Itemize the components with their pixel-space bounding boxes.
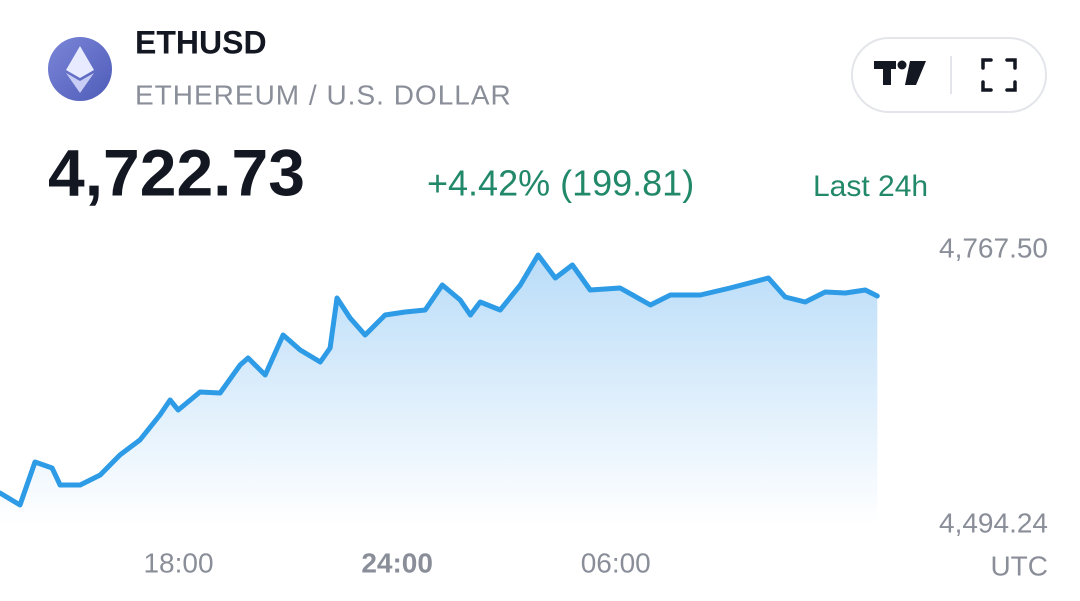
- toolbar-frame: [851, 37, 1047, 113]
- timezone-label: UTC: [990, 550, 1048, 581]
- y-tick-label: 4,494.24: [939, 507, 1048, 538]
- price-change: +4.42% (199.81): [427, 163, 694, 204]
- tv-logo-v: [905, 61, 926, 85]
- price: 4,722.73: [48, 135, 305, 209]
- toolbar: [851, 37, 1047, 113]
- change-period: Last 24h: [813, 170, 928, 203]
- x-tick-label: 06:00: [581, 547, 651, 578]
- tradingview-button[interactable]: [874, 60, 926, 86]
- price-line: [0, 252, 880, 508]
- fullscreen-icon: [981, 58, 1017, 92]
- x-tick-label: 18:00: [143, 547, 213, 578]
- fullscreen-button[interactable]: [981, 58, 1017, 92]
- y-tick-label: 4,767.50: [939, 232, 1048, 263]
- area-fill: [0, 255, 878, 525]
- symbol: ETHUSD: [135, 24, 267, 60]
- header: ETHUSD ETHEREUM / U.S. DOLLAR 4,722.73 +…: [48, 24, 928, 209]
- eth-icon-bottom: [66, 73, 94, 93]
- symbol-name: ETHEREUM / U.S. DOLLAR: [135, 79, 512, 110]
- plot: 18:00 24:00 06:00 4,494.24 4,767.50 UTC: [0, 232, 1048, 581]
- tv-logo-dot: [897, 60, 907, 70]
- tv-logo-stem: [883, 61, 891, 85]
- eth-icon-top: [66, 46, 94, 78]
- x-tick-label: 24:00: [361, 547, 433, 578]
